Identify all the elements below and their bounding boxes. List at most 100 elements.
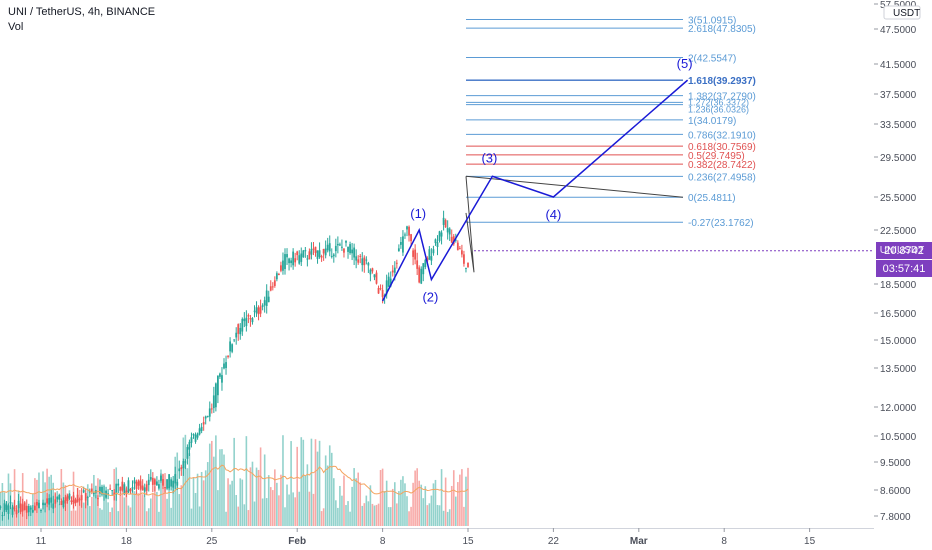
volume-bar [239,478,242,526]
volume-bar [318,440,321,526]
candle-body [339,244,341,246]
volume-bar [84,499,87,526]
elliott-wave-line [381,79,689,302]
volume-bar [105,490,107,526]
price-tick-label: 7.8000 [880,512,911,523]
volume-bar [300,437,303,526]
wave-label: (3) [481,150,497,165]
candle-body [243,318,246,322]
candle-body [448,228,451,235]
candle-body [404,234,406,236]
volume-bar [442,510,445,526]
volume-bar [367,501,370,526]
wave-label: (4) [545,207,561,222]
candle-body [219,373,221,377]
volume-bar [125,488,128,526]
candle-body [202,422,205,425]
volume-bar [379,470,382,526]
volume-bar [129,507,132,526]
price-tick-label: 9.5000 [880,458,911,469]
candle-body [290,260,292,264]
candle-body [292,251,295,266]
candle-body [255,307,258,314]
candle-body [355,256,358,261]
volume-bar [312,493,315,526]
wave-label: (5) [677,56,693,71]
volume-bar [274,469,276,526]
candle-body [312,248,315,250]
candle-body [129,488,132,492]
candle-body [278,274,280,276]
candle-body [119,486,122,491]
candle-body [304,250,307,252]
volume-bar [357,472,359,526]
volume-bar [150,498,152,526]
volume-bar [213,456,215,526]
candle-body [280,265,282,271]
volume-bar [457,482,459,526]
volume-bar [396,503,398,526]
price-tick-label: 41.5000 [880,60,917,71]
candle-body [127,480,130,493]
time-tick-label: 25 [206,536,218,547]
volume-bar [54,492,57,526]
candle-body [257,307,260,315]
volume-bar [206,462,209,526]
volume-bar [345,505,347,526]
volume-bar [162,474,164,526]
candle-body [454,239,457,241]
candle-body [151,477,154,485]
time-tick-label: 11 [36,536,47,547]
volume-bar [286,484,288,526]
candle-body [432,249,435,254]
candle-body [249,317,252,320]
volume-bar [438,505,441,526]
candle-body [265,290,268,307]
candle-body [294,258,297,263]
candle-body [153,479,156,485]
candle-body [269,286,272,291]
volume-bar [80,494,83,526]
volume-bar [119,495,122,526]
volume-bar [164,473,166,526]
candle-body [178,468,181,472]
volume-bar [176,452,179,526]
fib-level-label: 0(25.4811) [688,193,736,204]
volume-bar [249,467,252,526]
volume-bar [359,482,362,526]
currency-box [883,5,921,20]
candle-body [353,247,356,258]
volume-bar [337,507,339,526]
candle-body [296,251,299,256]
candle-body [229,341,231,352]
volume-ma-line [0,464,469,497]
volume-bar [202,480,205,526]
volume-bar [432,483,435,526]
candle-body [123,484,126,495]
volume-bar [394,482,396,526]
candle-body [320,255,323,258]
candle-body [101,486,103,495]
candle-body [166,479,168,489]
candle-body [235,332,238,338]
volume-bar [455,496,457,526]
candle-body [343,248,345,253]
fib-level-label: 2.618(47.8305) [688,24,756,35]
candle-body [251,318,254,323]
fib-level-label: 1.618(39.2937) [688,76,756,87]
volume-bar [127,505,130,526]
volume-bar [17,490,20,526]
candle-body [19,503,22,513]
candle-body [461,250,463,255]
volume-bar [133,491,136,526]
volume-bar [38,472,40,526]
candle-body [363,257,366,266]
bar-countdown: 03:57:41 [876,260,932,277]
candle-body [416,260,419,269]
candle-body [198,428,201,435]
volume-bar [261,498,264,526]
volume-bar [34,478,36,526]
candle-body [332,254,335,257]
candle-body [180,467,183,470]
